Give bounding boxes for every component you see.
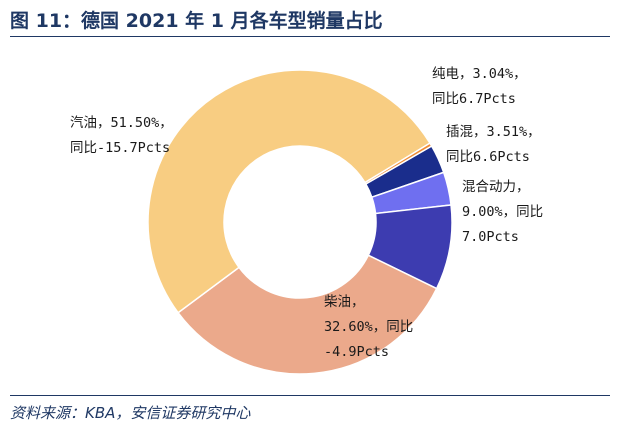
footer-rule [10,395,610,396]
slice-labels: 纯电，3.04%， 同比6.7Pcts 插混，3.51%， 同比6.6Pcts 混合动力… [70,66,543,360]
slice-label-line: 插混，3.51%， [446,124,541,140]
slice-label-0: 纯电，3.04%， 同比6.7Pcts [432,66,527,107]
title-rule [10,36,610,37]
slice-label-line: 柴油， [324,294,365,310]
slice-label-3: 柴油， 32.60%，同比 -4.9Pcts [324,294,413,360]
source-note: 资料来源：KBA，安信证券研究中心 [10,404,251,422]
slice-label-line: 同比6.7Pcts [432,91,516,107]
slice-5 [363,142,433,186]
slice-label-line: 9.00%，同比 [462,204,543,220]
donut-slices [147,69,453,375]
slice-label-line: 汽油，51.50%， [70,115,173,131]
slice-label-4: 汽油，51.50%， 同比-15.7Pcts [70,115,173,156]
slice-4 [147,69,431,314]
slice-label-line: 7.0Pcts [462,229,519,245]
slice-label-1: 插混，3.51%， 同比6.6Pcts [446,124,541,165]
slice-label-line: 纯电，3.04%， [432,66,527,82]
slice-3 [177,254,438,375]
slice-label-line: 32.60%，同比 [324,319,413,335]
slice-label-line: 混合动力， [462,179,530,195]
slice-label-line: 同比6.6Pcts [446,149,530,165]
slice-label-2: 混合动力， 9.00%，同比 7.0Pcts [462,179,543,245]
slice-label-line: -4.9Pcts [324,344,389,360]
slice-label-line: 同比-15.7Pcts [70,140,170,156]
chart-title: 图 11：德国 2021 年 1 月各车型销量占比 [10,10,383,32]
